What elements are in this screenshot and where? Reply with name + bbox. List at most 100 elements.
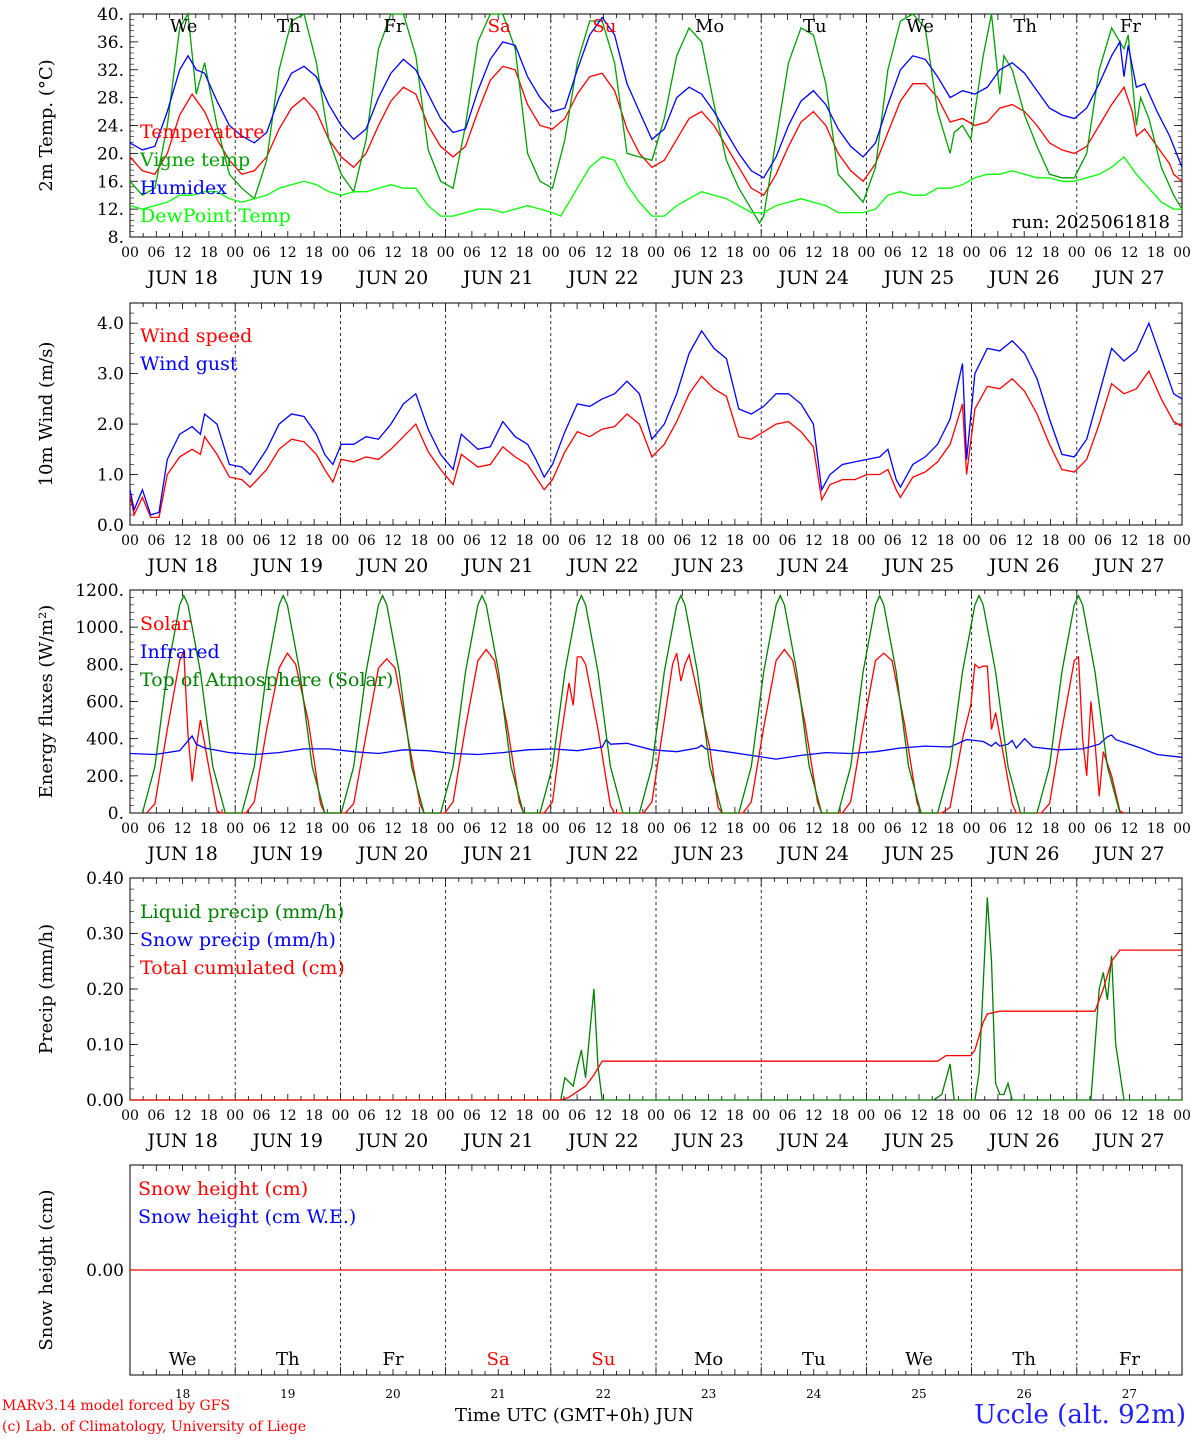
hour-label: 00 (647, 821, 665, 837)
hour-label: 00 (752, 1108, 770, 1124)
hour-label: 00 (121, 245, 139, 261)
hour-label: 06 (568, 245, 586, 261)
hour-label: 06 (989, 533, 1007, 549)
hour-label: 18 (621, 1108, 639, 1124)
hour-label: 18 (726, 821, 744, 837)
hour-label: 18 (410, 821, 428, 837)
hour-label: 00 (437, 821, 455, 837)
hour-label: 00 (437, 245, 455, 261)
date-label: JUN 27 (1092, 555, 1164, 577)
y-axis-title: Energy fluxes (W/m²) (36, 605, 57, 799)
hour-label: 06 (253, 533, 271, 549)
hour-label: 06 (147, 245, 165, 261)
hour-label: 12 (279, 245, 297, 261)
hour-label: 12 (1120, 1108, 1138, 1124)
hour-label: 06 (358, 245, 376, 261)
date-label: JUN 21 (461, 1130, 533, 1152)
hour-label: 00 (857, 533, 875, 549)
hour-label: 18 (1147, 533, 1165, 549)
y-tick-label: 3.0 (97, 365, 124, 385)
y-tick-label: 200. (86, 767, 124, 787)
hour-label: 12 (279, 821, 297, 837)
date-label: JUN 23 (671, 1130, 743, 1152)
hour-label: 18 (936, 533, 954, 549)
hour-label: 00 (226, 533, 244, 549)
hour-label: 18 (726, 1108, 744, 1124)
date-label: JUN 20 (356, 1130, 428, 1152)
legend-entry: Wind gust (140, 353, 238, 375)
hour-label: 00 (1068, 1108, 1086, 1124)
hour-label: 18 (1042, 1108, 1060, 1124)
hour-label: 00 (437, 533, 455, 549)
hour-label: 06 (884, 821, 902, 837)
y-tick-label: 1.0 (97, 466, 124, 486)
date-label: JUN 19 (251, 843, 323, 865)
copyright-credit: (c) Lab. of Climatology, University of L… (2, 1419, 307, 1435)
hour-label: 06 (989, 245, 1007, 261)
hour-label: 06 (358, 821, 376, 837)
y-tick-label: 36. (97, 33, 124, 53)
hour-label: 06 (673, 1108, 691, 1124)
date-label: JUN 24 (777, 1130, 849, 1152)
weekday-label: Th (1012, 1349, 1036, 1370)
hour-label: 12 (174, 1108, 192, 1124)
day-number: 18 (175, 1387, 190, 1401)
y-tick-label: 0.0 (97, 516, 124, 536)
y-axis-title: 10m Wind (m/s) (36, 342, 57, 487)
legend-entry: Snow height (cm W.E.) (138, 1206, 356, 1228)
date-label: JUN 25 (882, 555, 954, 577)
hour-label: 00 (331, 1108, 349, 1124)
hour-label: 00 (752, 533, 770, 549)
date-label: JUN 19 (251, 267, 323, 289)
hour-label: 06 (1094, 245, 1112, 261)
hour-label: 06 (1094, 821, 1112, 837)
hour-label: 18 (1147, 245, 1165, 261)
date-label: JUN 21 (461, 555, 533, 577)
hour-label: 06 (884, 533, 902, 549)
y-tick-label: 0. (108, 804, 124, 824)
hour-label: 18 (1042, 245, 1060, 261)
hour-label: 12 (700, 533, 718, 549)
legend-entry: Temperature (140, 121, 264, 143)
date-label: JUN 27 (1092, 843, 1164, 865)
legend-entry: Top of Atmosphere (Solar) (140, 669, 393, 691)
y-tick-label: 20. (97, 144, 124, 164)
hour-label: 00 (226, 245, 244, 261)
weekday-label: Mo (695, 16, 724, 37)
hour-label: 00 (331, 533, 349, 549)
series-line (129, 16, 1183, 179)
weekday-label: Fr (1119, 1349, 1140, 1370)
hour-label: 12 (700, 821, 718, 837)
date-label: JUN 22 (566, 555, 638, 577)
hour-label: 18 (305, 245, 323, 261)
legend-entry: Snow height (cm) (138, 1178, 308, 1200)
hour-label: 18 (516, 533, 534, 549)
hour-label: 06 (463, 1108, 481, 1124)
weekday-label: Th (1013, 16, 1037, 37)
hour-label: 00 (752, 245, 770, 261)
y-tick-label: 16. (97, 172, 124, 192)
weekday-label: Fr (383, 16, 404, 37)
hour-label: 00 (752, 821, 770, 837)
y-tick-label: 28. (97, 89, 124, 109)
weekday-label: We (169, 1349, 197, 1370)
hour-label: 12 (1120, 533, 1138, 549)
hour-label: 06 (779, 1108, 797, 1124)
y-tick-label: 40. (97, 5, 124, 25)
y-axis-title: Snow height (cm) (36, 1189, 57, 1350)
hour-label: 18 (200, 245, 218, 261)
hour-label: 12 (594, 821, 612, 837)
hour-label: 06 (253, 1108, 271, 1124)
y-tick-label: 2.0 (97, 415, 124, 435)
hour-label: 06 (358, 533, 376, 549)
hour-label: 00 (647, 533, 665, 549)
y-tick-label: 32. (97, 61, 124, 81)
hour-label: 12 (1015, 245, 1033, 261)
weekday-label: Tu (803, 16, 827, 37)
legend-entry: Liquid precip (mm/h) (140, 901, 344, 923)
y-tick-label: 1200. (75, 581, 124, 601)
date-label: JUN 19 (251, 555, 323, 577)
hour-label: 18 (621, 821, 639, 837)
hour-label: 12 (700, 245, 718, 261)
date-label: JUN 19 (251, 1130, 323, 1152)
